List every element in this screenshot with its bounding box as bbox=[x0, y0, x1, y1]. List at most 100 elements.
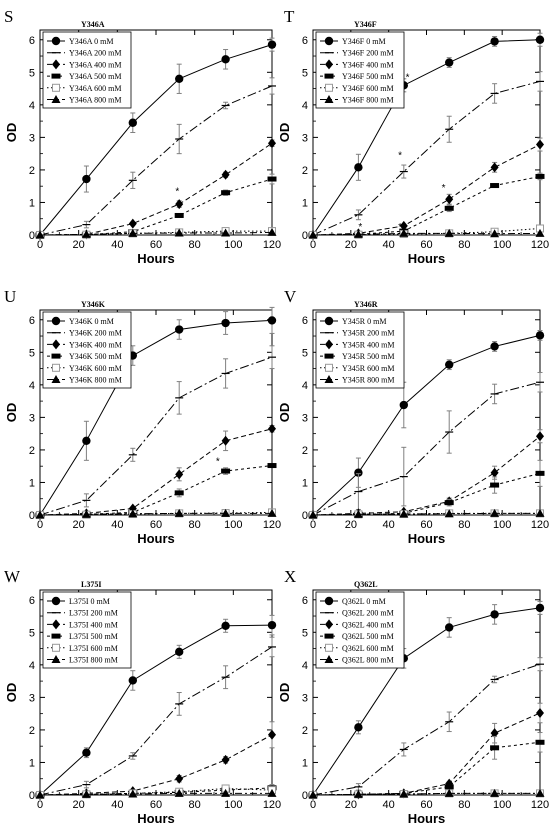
legend-swatch-marker bbox=[325, 83, 333, 92]
data-point bbox=[267, 176, 277, 182]
x-tick-label: 60 bbox=[150, 799, 162, 811]
y-tick-label: 0 bbox=[302, 790, 308, 802]
x-axis-title: Hours bbox=[137, 811, 175, 826]
series-2 bbox=[36, 138, 276, 240]
data-point bbox=[490, 342, 499, 351]
x-axis-title: Hours bbox=[408, 531, 446, 546]
y-axis-title: OD bbox=[277, 123, 292, 143]
x-tick-label: 100 bbox=[493, 799, 511, 811]
series-5 bbox=[35, 788, 277, 799]
series-line bbox=[39, 465, 273, 516]
data-point bbox=[490, 508, 500, 517]
data-point bbox=[399, 400, 408, 410]
legend-label: L375I 0 mM bbox=[69, 597, 110, 606]
x-tick-label: 40 bbox=[383, 239, 395, 251]
legend: Y346F Y346F 0 mM Y346F 200 mM Y346F 400 mM Y… bbox=[315, 20, 405, 109]
data-point bbox=[221, 621, 230, 630]
data-point bbox=[444, 509, 454, 518]
panel-letter: T bbox=[284, 7, 295, 26]
legend-label: Y346K 0 mM bbox=[69, 317, 114, 326]
data-point bbox=[128, 118, 137, 127]
x-tick-label: 120 bbox=[263, 519, 281, 531]
legend-label: Q362L 500 mM bbox=[342, 632, 394, 641]
legend-title: L375I bbox=[81, 580, 101, 589]
y-axis-title: OD bbox=[277, 403, 292, 423]
series-1 bbox=[309, 71, 544, 236]
legend-swatch-marker bbox=[325, 339, 333, 350]
panel-letter: W bbox=[4, 567, 21, 586]
legend-swatch-marker bbox=[324, 375, 334, 383]
y-tick-label: 1 bbox=[302, 757, 308, 769]
legend-swatch-marker bbox=[51, 596, 61, 606]
data-point bbox=[128, 676, 137, 685]
y-tick-label: 6 bbox=[302, 315, 308, 327]
data-point bbox=[128, 218, 137, 229]
data-point bbox=[535, 508, 545, 517]
series-5 bbox=[35, 227, 277, 239]
data-point bbox=[221, 169, 230, 180]
x-tick-label: 0 bbox=[310, 239, 316, 251]
legend-label: Q362L 0 mM bbox=[342, 597, 386, 606]
series-line bbox=[312, 144, 541, 236]
legend-swatch-marker bbox=[324, 316, 334, 326]
legend-swatch-marker bbox=[52, 643, 60, 652]
y-tick-label: 5 bbox=[302, 347, 308, 359]
series-5 bbox=[308, 788, 545, 799]
y-tick-label: 2 bbox=[29, 165, 35, 177]
y-tick-label: 2 bbox=[29, 725, 35, 737]
data-point bbox=[81, 789, 91, 798]
data-point bbox=[535, 788, 545, 797]
legend-label: Y346A 0 mM bbox=[69, 37, 113, 46]
x-tick-label: 60 bbox=[420, 519, 432, 531]
data-point bbox=[267, 620, 277, 630]
data-point bbox=[221, 788, 231, 797]
x-tick-label: 20 bbox=[73, 799, 85, 811]
panel-letter: U bbox=[4, 287, 16, 306]
y-tick-label: 0 bbox=[29, 790, 35, 802]
chart-panel-w: W0 20 40 60 80 100 1200123456HoursODL375IL375I… bbox=[4, 567, 281, 826]
data-point bbox=[174, 788, 184, 797]
legend-swatch-marker bbox=[52, 619, 60, 630]
data-point bbox=[354, 468, 363, 477]
legend-title: Y346A bbox=[81, 20, 105, 29]
x-tick-label: 60 bbox=[420, 799, 432, 811]
data-point bbox=[490, 745, 500, 751]
y-tick-label: 5 bbox=[29, 67, 35, 79]
series-line bbox=[39, 734, 273, 796]
data-point bbox=[353, 229, 363, 238]
y-tick-label: 0 bbox=[302, 230, 308, 242]
legend-swatch-marker bbox=[51, 353, 61, 359]
legend-swatch-marker bbox=[325, 643, 333, 652]
x-tick-label: 40 bbox=[111, 519, 123, 531]
legend-swatch-marker bbox=[325, 619, 333, 630]
y-tick-label: 1 bbox=[29, 477, 35, 489]
series-2 bbox=[36, 423, 276, 520]
x-tick-label: 100 bbox=[493, 519, 511, 531]
y-tick-label: 1 bbox=[302, 197, 308, 209]
legend-label: L375I 500 mM bbox=[69, 632, 118, 641]
data-point bbox=[444, 784, 454, 790]
x-tick-label: 0 bbox=[310, 519, 316, 531]
y-axis-title: OD bbox=[4, 403, 19, 423]
data-point bbox=[490, 162, 499, 173]
significance-asterisk: * bbox=[398, 222, 402, 233]
data-point bbox=[535, 35, 545, 44]
chart-panel-s: S0 20 40 60 80 100 1200123456HoursOD*Y346AY346… bbox=[4, 7, 281, 266]
series-line bbox=[39, 178, 273, 236]
legend-swatch-marker bbox=[324, 353, 334, 359]
legend-swatch-marker bbox=[52, 59, 60, 70]
x-tick-label: 100 bbox=[224, 239, 242, 251]
legend-swatch-marker bbox=[51, 73, 61, 79]
data-point bbox=[221, 318, 230, 328]
legend-title: Q362L bbox=[354, 580, 378, 589]
legend: Y346K Y346K 0 mM Y346K 200 mM Y346K 400 mM Y… bbox=[42, 300, 132, 389]
data-point bbox=[35, 230, 45, 239]
legend-label: Y346K 500 mM bbox=[69, 352, 122, 361]
data-point bbox=[175, 773, 184, 784]
x-tick-label: 120 bbox=[263, 239, 281, 251]
y-tick-label: 3 bbox=[302, 412, 308, 424]
y-tick-label: 6 bbox=[29, 595, 35, 607]
data-point bbox=[536, 139, 544, 150]
